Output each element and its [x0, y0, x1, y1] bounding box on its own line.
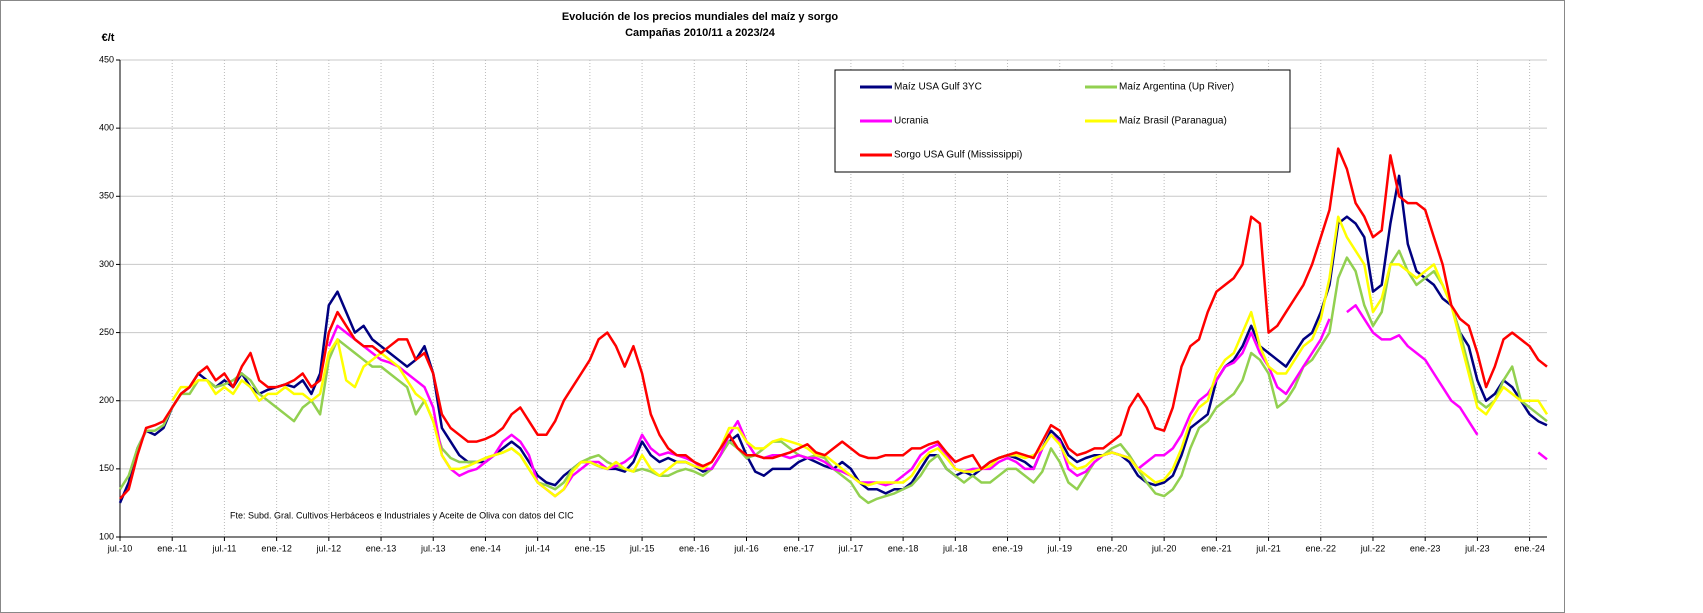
y-axis-label: €/t: [102, 32, 115, 44]
series-line: [119, 147, 1548, 500]
legend-label: Maíz USA Gulf 3YC: [894, 82, 982, 93]
chart-subtitle: Campañas 2010/11 a 2023/24: [625, 27, 776, 39]
x-tick-label: jul.-13: [420, 543, 446, 553]
x-tick-label: ene.-19: [992, 543, 1023, 553]
x-tick-label: jul.-11: [211, 543, 236, 553]
chart-frame: [0, 0, 1565, 613]
x-tick-label: jul.-16: [733, 543, 759, 553]
x-tick-label: jul.-12: [316, 543, 342, 553]
x-tick-label: ene.-14: [470, 543, 501, 553]
plot-area: 100 150 200 250 300 350 400 450 jul.-10 ene.-11 ju…: [99, 54, 1549, 553]
x-tick-label: ene.-12: [261, 543, 292, 553]
x-tick-label: jul.-14: [524, 543, 550, 553]
source-note: Fte: Subd. Gral. Cultivos Herbáceos e In…: [230, 510, 574, 520]
x-tick-label: jul.-21: [1255, 543, 1281, 553]
y-tick-label: 400: [99, 123, 114, 133]
series-line: [171, 215, 1549, 498]
x-tick-label: ene.-13: [366, 543, 397, 553]
y-tick-label: 300: [99, 259, 114, 269]
x-tick-label: jul.-23: [1464, 543, 1490, 553]
y-tick-label: 350: [99, 191, 114, 201]
x-tick-label: ene.-18: [888, 543, 919, 553]
x-tick-label: ene.-20: [1097, 543, 1128, 553]
x-tick-label: jul.-17: [838, 543, 864, 553]
x-tick-label: ene.-11: [157, 543, 187, 553]
x-tick-label: jul.-19: [1046, 543, 1072, 553]
x-tick-label: ene.-16: [679, 543, 710, 553]
chart-title: Evolución de los precios mundiales del m…: [562, 11, 839, 23]
y-tick-label: 250: [99, 327, 114, 337]
x-tick-label: ene.-15: [575, 543, 606, 553]
legend-box: [834, 69, 1291, 173]
y-tick-label: 100: [99, 531, 114, 541]
y-tick-label: 450: [99, 54, 114, 64]
y-tick-label: 200: [99, 395, 114, 405]
legend-label: Ucrania: [894, 116, 929, 127]
x-tick-label: ene.-23: [1410, 543, 1441, 553]
legend-label: Sorgo USA Gulf (Mississippi): [894, 150, 1022, 161]
x-tick-label: ene.-21: [1201, 543, 1232, 553]
x-tick-label: jul.-18: [942, 543, 968, 553]
y-tick-label: 150: [99, 463, 114, 473]
series-line: [327, 304, 1548, 498]
x-tick-label: jul.-22: [1360, 543, 1386, 553]
x-tick-label: ene.-24: [1514, 543, 1545, 553]
x-tick-label: jul.-10: [107, 543, 133, 553]
x-tick-label: jul.-20: [1151, 543, 1177, 553]
x-tick-label: ene.-22: [1306, 543, 1337, 553]
legend-label: Maíz Argentina (Up River): [1119, 82, 1234, 93]
legend-label: Maíz Brasil (Paranagua): [1119, 116, 1227, 127]
x-tick-label: jul.-15: [629, 543, 655, 553]
x-tick-label: ene.-17: [783, 543, 814, 553]
